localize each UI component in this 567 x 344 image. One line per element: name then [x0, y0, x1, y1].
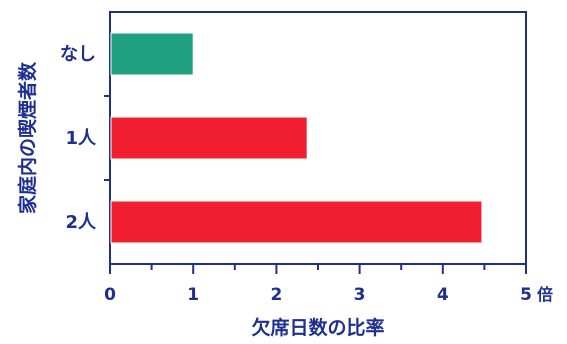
x-axis-title: 欠席日数の比率 — [251, 316, 384, 339]
x-tick-label: 4 — [437, 285, 449, 305]
category-label: 2人 — [65, 212, 97, 233]
x-axis-ticks — [109, 264, 527, 274]
x-tick-label: 3 — [354, 285, 366, 305]
x-tick-label: 5 — [520, 285, 532, 305]
bar — [110, 116, 308, 160]
x-tick-labels: 0 1 2 3 4 5 — [104, 285, 532, 305]
category-label: なし — [60, 44, 96, 65]
category-label: 1人 — [65, 128, 97, 149]
bar — [110, 32, 194, 76]
bar — [110, 200, 483, 244]
bars — [110, 32, 483, 244]
y-axis-ticks — [104, 95, 110, 181]
category-labels: なし 1人 2人 — [60, 44, 97, 233]
x-tick-label: 0 — [104, 285, 116, 305]
x-tick-label: 1 — [187, 285, 199, 305]
x-tick-label: 2 — [270, 285, 282, 305]
x-unit-label: 倍 — [537, 285, 553, 304]
y-axis-title: 家庭内の喫煙者数 — [16, 61, 39, 214]
